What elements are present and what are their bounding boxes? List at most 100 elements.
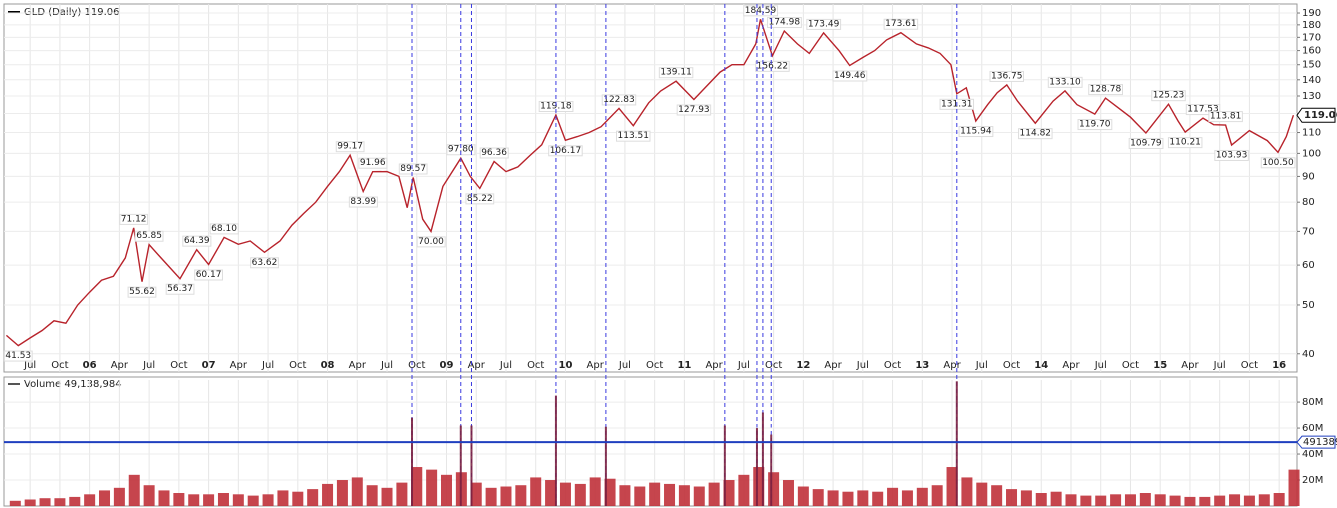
volume-bar [485, 487, 497, 506]
last-value-pointer [1296, 107, 1336, 123]
annotation-label: 128.78 [1090, 85, 1122, 95]
annotation-box [1167, 137, 1203, 149]
volume-bar [99, 490, 111, 506]
annotation-label: 139.11 [660, 68, 692, 78]
annotation-box [616, 130, 651, 142]
x-tick-label: Apr [468, 360, 486, 371]
x-tick-label: Jul [380, 360, 393, 371]
annotation-box [601, 94, 637, 106]
y-tick-label: 140 [1302, 75, 1321, 86]
y-tick-label: 40 [1302, 349, 1315, 360]
volume-bar [188, 494, 200, 506]
annotation-box [1185, 104, 1221, 116]
x-tick-label: 06 [83, 360, 97, 371]
annotation-label: 96.36 [481, 148, 507, 158]
annotation-label: 115.94 [960, 127, 992, 137]
x-tick-label: 11 [677, 360, 691, 371]
annotation-box [676, 104, 712, 116]
volume-bar [69, 496, 81, 506]
annotation-label: 136.75 [991, 71, 1023, 81]
volume-bar [1006, 489, 1018, 506]
annotation-label: 113.81 [1210, 112, 1242, 122]
volume-bar [693, 486, 705, 506]
volume-bar [1154, 494, 1166, 506]
y-tick-label: 20M [1302, 475, 1323, 486]
annotation-box [1088, 84, 1124, 96]
x-tick-label: Jul [737, 360, 750, 371]
volume-bar [366, 485, 378, 506]
x-tick-label: Oct [51, 360, 68, 371]
x-tick-label: Apr [1181, 360, 1199, 371]
volume-bar [916, 487, 928, 506]
annotation-label: 110.21 [1169, 138, 1201, 148]
volume-bar [753, 467, 765, 506]
annotation-label: 89.57 [400, 164, 426, 174]
x-tick-label: Apr [1062, 360, 1080, 371]
annotation-label: 97.80 [448, 145, 474, 155]
x-tick-label: Jul [23, 360, 36, 371]
y-tick-label: 190 [1302, 8, 1321, 19]
volume-bar [515, 485, 527, 506]
volume-bar [426, 469, 438, 506]
annotation-box [989, 70, 1025, 82]
x-tick-label: Oct [765, 360, 782, 371]
annotation-label: 119.18 [540, 102, 572, 112]
x-tick-label: 10 [558, 360, 572, 371]
annotation-label: 55.62 [129, 287, 155, 297]
volume-bar [203, 494, 215, 506]
volume-bar [1124, 494, 1136, 506]
x-tick-label: Jul [142, 360, 155, 371]
y-tick-label: 80M [1302, 397, 1323, 408]
volume-bar [459, 425, 462, 506]
volume-bar [664, 483, 676, 506]
annotation-box [1128, 137, 1164, 149]
y-tick-label: 90 [1302, 171, 1315, 182]
volume-bar [761, 412, 764, 506]
volume-bar [1184, 496, 1196, 506]
volume-bar [1243, 495, 1255, 506]
volume-bar [247, 495, 259, 506]
volume-bar [1020, 490, 1032, 506]
volume-bar [1229, 494, 1241, 506]
last-value-label: 119.06 [1304, 110, 1337, 121]
volume-bar [770, 434, 773, 506]
volume-bar [604, 478, 616, 506]
x-tick-label: Apr [587, 360, 605, 371]
x-tick-label: 16 [1272, 360, 1286, 371]
volume-bar [1035, 493, 1047, 506]
volume-bar [1214, 495, 1226, 506]
annotation-box [479, 147, 509, 159]
x-tick-label: Oct [884, 360, 901, 371]
volume-bar [54, 498, 66, 506]
x-tick-label: Oct [1003, 360, 1020, 371]
volume-bar [901, 490, 913, 506]
x-tick-label: Jul [975, 360, 988, 371]
volume-bar [396, 482, 408, 506]
annotation-box [398, 163, 428, 175]
volume-bar [39, 498, 51, 506]
annotation-box [658, 67, 694, 79]
y-tick-label: 70 [1302, 226, 1315, 237]
x-tick-label: 12 [796, 360, 810, 371]
annotation-box [883, 18, 919, 30]
volume-bar [842, 491, 854, 506]
volume-bar [530, 477, 542, 506]
volume-bar [812, 489, 824, 506]
x-tick-label: Jul [1213, 360, 1226, 371]
annotation-label: 91.96 [360, 158, 386, 168]
x-tick-label: Oct [408, 360, 425, 371]
y-tick-label: 50 [1302, 300, 1315, 311]
y-tick-label: 100 [1302, 148, 1321, 159]
x-tick-label: 13 [915, 360, 929, 371]
volume-bar [961, 477, 973, 506]
annotation-box [335, 141, 365, 153]
annotation-box [165, 283, 195, 295]
annotation-box [134, 230, 164, 242]
volume-bar [470, 482, 482, 506]
x-tick-label: 07 [202, 360, 216, 371]
x-tick-label: 08 [321, 360, 335, 371]
volume-bar [143, 485, 155, 506]
annotation-label: 64.39 [184, 236, 210, 246]
annotation-label: 70.00 [418, 237, 444, 247]
